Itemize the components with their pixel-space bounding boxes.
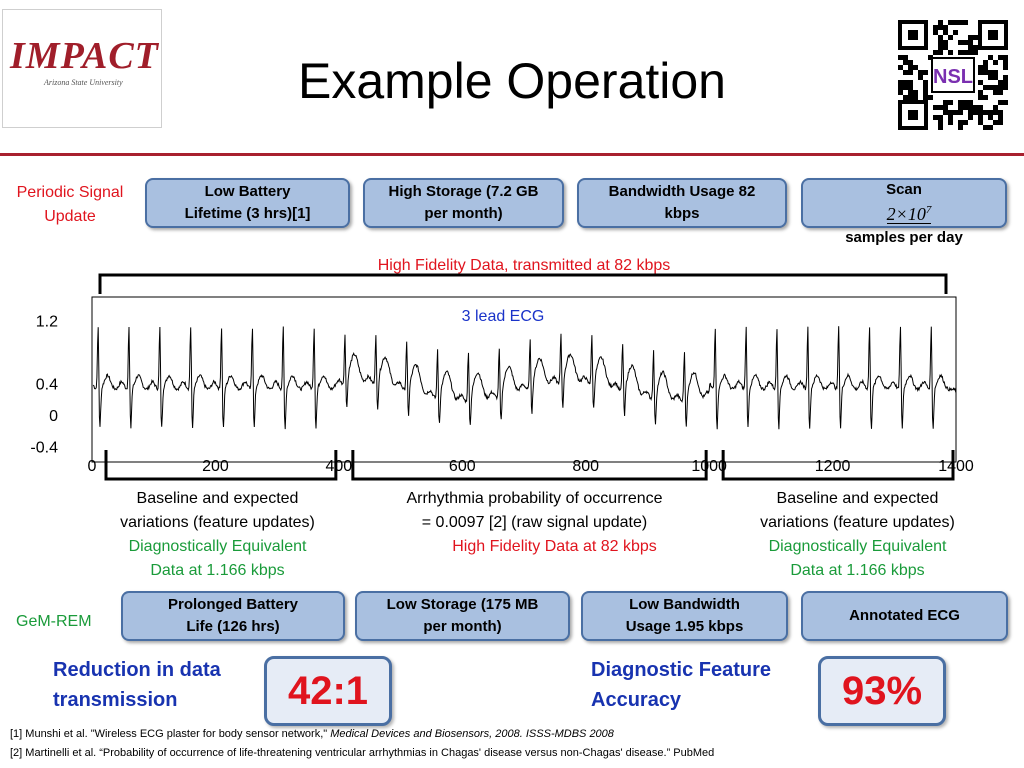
impact-logo — [2, 9, 162, 128]
segment-2-line-2: = 0.0097 [2] (raw signal update) — [421, 514, 648, 531]
accuracy-label: Diagnostic Feature Accuracy — [591, 659, 772, 711]
prolonged-battery-box: Prolonged Battery Life (126 hrs) — [121, 591, 345, 641]
impact-logo-subtext: Arizona State University — [44, 78, 123, 87]
x-tick-label: 600 — [449, 458, 476, 475]
ecg-chart: High Fidelity Data, transmitted at 82 kb… — [30, 257, 974, 481]
segment-bracket-3 — [721, 450, 955, 481]
scan-line: Scan 2×107 — [877, 157, 932, 227]
y-tick-label: 1.2 — [36, 314, 58, 331]
top-bracket-label: High Fidelity Data, transmitted at 82 kb… — [378, 257, 671, 274]
segment-3-note-2: Data at 1.166 kbps — [790, 562, 925, 579]
low-battery-box: Low Battery Lifetime (3 hrs)[1] — [145, 178, 350, 228]
x-tick-label: 800 — [572, 458, 599, 475]
nsl-qr-code-icon: NSL — [898, 20, 1008, 130]
footnote-1-text: [1] Munshi et al. "Wireless ECG plaster … — [10, 728, 331, 740]
segment-3-line-2: variations (feature updates) — [760, 514, 955, 531]
y-tick-label: -0.4 — [30, 439, 58, 456]
segment-1-line-2: variations (feature updates) — [120, 514, 315, 531]
footnote-2: [2] Martinelli et al. “Probability of oc… — [10, 747, 715, 759]
bandwidth-usage-box: Bandwidth Usage 82 kbps — [577, 178, 787, 228]
accuracy-value: 93% — [818, 656, 946, 726]
segment-2-note: High Fidelity Data at 82 kbps — [452, 538, 657, 555]
gemrem-label: GeM-REM — [16, 613, 92, 630]
plot-frame — [91, 296, 957, 463]
segment-2-description: Arrhythmia probability of occurrence = 0… — [362, 487, 707, 559]
periodic-signal-label: Periodic Signal Update — [16, 184, 124, 225]
scan-exponent-value: 2×107 — [886, 201, 932, 224]
scan-prefix: Scan — [886, 181, 922, 198]
segment-1-note-2: Data at 1.166 kbps — [150, 562, 285, 579]
scan-samples-box: Scan 2×107 samples per day — [801, 178, 1007, 246]
segment-bracket-1 — [104, 450, 338, 481]
segment-3-note-1: Diagnostically Equivalent — [768, 538, 947, 555]
x-tick-label: 0 — [88, 458, 97, 475]
segment-bracket-2 — [351, 450, 708, 481]
reduction-label: Reduction in data transmission — [53, 659, 221, 711]
x-tick-label: 400 — [326, 458, 353, 475]
nsl-badge-text: NSL — [933, 66, 973, 88]
annotated-ecg-box: Annotated ECG — [801, 591, 1008, 641]
segment-2-line-1: Arrhythmia probability of occurrence — [406, 490, 663, 507]
scan-suffix: samples per day — [845, 229, 963, 246]
footnote-1-source: Medical Devices and Biosensors, 2008. IS… — [330, 728, 614, 740]
high-storage-box: High Storage (7.2 GB per month) — [363, 178, 564, 228]
segment-3-line-1: Baseline and expected — [776, 490, 939, 507]
chart-title: 3 lead ECG — [462, 308, 545, 325]
footnote-1: [1] Munshi et al. "Wireless ECG plaster … — [10, 728, 614, 740]
low-bandwidth-box: Low Bandwidth Usage 1.95 kbps — [581, 591, 788, 641]
segment-1-note-1: Diagnostically Equivalent — [128, 538, 307, 555]
x-tick-label: 200 — [202, 458, 229, 475]
y-tick-label: 0.4 — [36, 376, 58, 393]
segment-1-line-1: Baseline and expected — [136, 490, 299, 507]
page-title: Example Operation — [297, 53, 726, 109]
reduction-value: 42:1 — [264, 656, 392, 726]
x-tick-label: 1400 — [938, 458, 974, 475]
top-bracket — [98, 273, 948, 294]
segment-1-description: Baseline and expected variations (featur… — [70, 487, 365, 583]
segment-3-description: Baseline and expected variations (featur… — [710, 487, 1005, 583]
impact-logo-text: IMPACT — [10, 35, 159, 77]
header-divider — [0, 153, 1024, 156]
low-storage-box: Low Storage (175 MB per month) — [355, 591, 570, 641]
ecg-series-line — [92, 326, 957, 430]
x-tick-label: 1000 — [691, 458, 727, 475]
y-tick-label: 0 — [49, 408, 58, 425]
x-tick-label: 1200 — [815, 458, 851, 475]
